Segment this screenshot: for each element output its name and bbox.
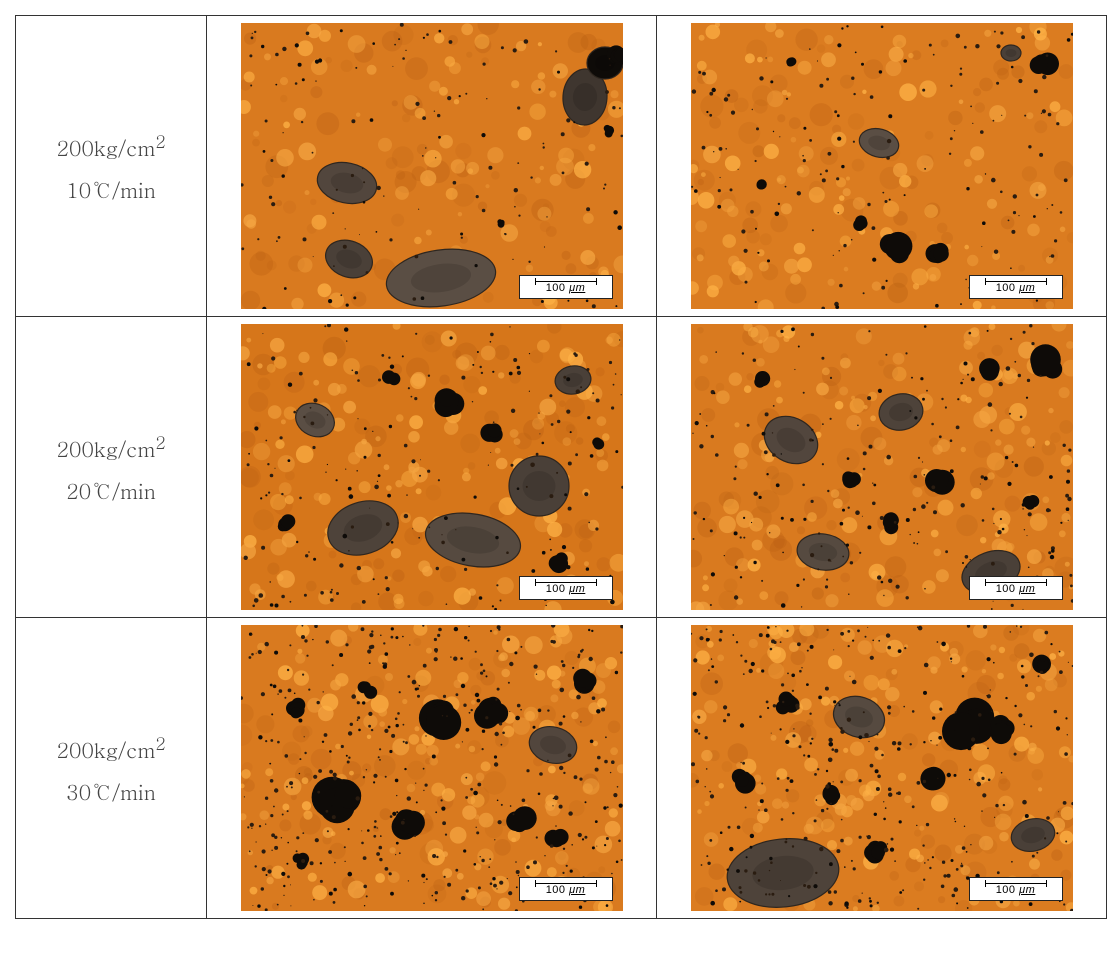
- scale-unit: μm: [569, 884, 585, 896]
- micrograph-cell: 100 μm: [207, 317, 657, 618]
- micrograph-cell: 100 μm: [207, 618, 657, 919]
- scale-value: 100: [546, 884, 566, 896]
- micrograph-cell: 100 μm: [657, 317, 1107, 618]
- scale-value: 100: [996, 282, 1016, 294]
- scale-bar: 100 μm: [969, 877, 1063, 901]
- table-row: 200kg/cm2 10℃/min 100 μm 100 μm: [16, 16, 1107, 317]
- table-row: 200kg/cm2 20℃/min 100 μm 100 μm: [16, 317, 1107, 618]
- rate-label: 20℃/min: [16, 469, 206, 511]
- scale-bar: 100 μm: [519, 576, 613, 600]
- micrograph-cell: 100 μm: [657, 618, 1107, 919]
- condition-label-cell: 200kg/cm2 30℃/min: [16, 618, 207, 919]
- scale-value: 100: [546, 583, 566, 595]
- rate-label: 10℃/min: [16, 168, 206, 210]
- scale-unit: μm: [569, 282, 585, 294]
- scale-unit: μm: [1019, 583, 1035, 595]
- micrograph-table: 200kg/cm2 10℃/min 100 μm 100 μm 200kg/cm…: [15, 15, 1107, 919]
- scale-unit: μm: [1019, 884, 1035, 896]
- scale-value: 100: [996, 884, 1016, 896]
- micrograph-image: 100 μm: [691, 625, 1073, 911]
- scale-unit: μm: [1019, 282, 1035, 294]
- pressure-label: 200kg/cm2: [16, 725, 206, 770]
- micrograph-image: 100 μm: [241, 324, 623, 610]
- rate-label: 30℃/min: [16, 770, 206, 812]
- micrograph-image: 100 μm: [241, 625, 623, 911]
- scale-value: 100: [546, 282, 566, 294]
- scale-unit: μm: [569, 583, 585, 595]
- scale-value: 100: [996, 583, 1016, 595]
- table-body: 200kg/cm2 10℃/min 100 μm 100 μm 200kg/cm…: [16, 16, 1107, 919]
- micrograph-cell: 100 μm: [207, 16, 657, 317]
- scale-bar: 100 μm: [969, 576, 1063, 600]
- micrograph-cell: 100 μm: [657, 16, 1107, 317]
- condition-label-cell: 200kg/cm2 10℃/min: [16, 16, 207, 317]
- scale-bar: 100 μm: [519, 275, 613, 299]
- scale-bar: 100 μm: [519, 877, 613, 901]
- condition-label-cell: 200kg/cm2 20℃/min: [16, 317, 207, 618]
- table-row: 200kg/cm2 30℃/min 100 μm 100 μm: [16, 618, 1107, 919]
- micrograph-image: 100 μm: [691, 324, 1073, 610]
- micrograph-image: 100 μm: [691, 23, 1073, 309]
- pressure-label: 200kg/cm2: [16, 123, 206, 168]
- pressure-label: 200kg/cm2: [16, 424, 206, 469]
- scale-bar: 100 μm: [969, 275, 1063, 299]
- micrograph-image: 100 μm: [241, 23, 623, 309]
